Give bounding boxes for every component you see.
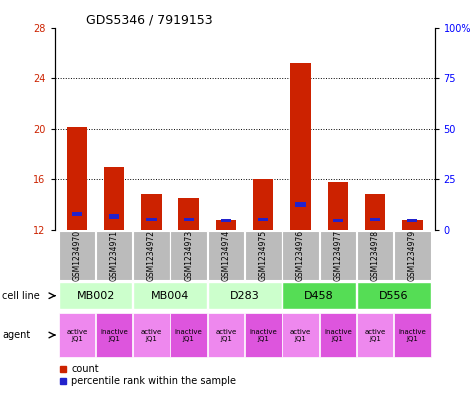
Text: GSM1234976: GSM1234976 bbox=[296, 230, 305, 281]
Text: D283: D283 bbox=[230, 291, 259, 301]
Text: MB002: MB002 bbox=[76, 291, 115, 301]
Bar bbox=[146, 217, 157, 221]
Bar bbox=[66, 127, 87, 230]
Bar bbox=[282, 282, 356, 309]
Text: GSM1234974: GSM1234974 bbox=[221, 230, 230, 281]
Text: inactive
JQ1: inactive JQ1 bbox=[249, 329, 277, 342]
Text: GSM1234977: GSM1234977 bbox=[333, 230, 342, 281]
Bar bbox=[365, 195, 385, 230]
Text: inactive
JQ1: inactive JQ1 bbox=[399, 329, 426, 342]
Bar bbox=[253, 179, 274, 230]
Bar bbox=[171, 313, 207, 357]
Text: GDS5346 / 7919153: GDS5346 / 7919153 bbox=[86, 14, 212, 27]
Bar bbox=[407, 219, 418, 222]
Bar bbox=[208, 313, 244, 357]
Bar bbox=[394, 231, 430, 280]
Bar bbox=[208, 231, 244, 280]
Text: GSM1234978: GSM1234978 bbox=[370, 230, 380, 281]
Bar bbox=[59, 282, 133, 309]
Text: GSM1234972: GSM1234972 bbox=[147, 230, 156, 281]
Bar bbox=[245, 313, 282, 357]
Text: active
JQ1: active JQ1 bbox=[66, 329, 87, 342]
Text: active
JQ1: active JQ1 bbox=[141, 329, 162, 342]
Bar bbox=[221, 219, 231, 222]
Text: GSM1234970: GSM1234970 bbox=[73, 230, 82, 281]
Bar bbox=[216, 220, 236, 230]
Legend: count, percentile rank within the sample: count, percentile rank within the sample bbox=[59, 364, 236, 386]
Bar bbox=[72, 211, 82, 216]
Text: D556: D556 bbox=[379, 291, 408, 301]
Bar bbox=[290, 63, 311, 230]
Bar bbox=[183, 217, 194, 221]
Bar bbox=[104, 167, 124, 230]
Bar bbox=[295, 202, 306, 207]
Bar bbox=[357, 282, 430, 309]
Bar bbox=[328, 182, 348, 230]
Text: GSM1234971: GSM1234971 bbox=[110, 230, 119, 281]
Bar bbox=[245, 231, 282, 280]
Text: D458: D458 bbox=[304, 291, 334, 301]
Bar bbox=[320, 231, 356, 280]
Text: active
JQ1: active JQ1 bbox=[290, 329, 311, 342]
Bar bbox=[357, 313, 393, 357]
Bar bbox=[402, 220, 423, 230]
Text: active
JQ1: active JQ1 bbox=[364, 329, 386, 342]
Bar bbox=[179, 198, 199, 230]
Bar bbox=[109, 215, 119, 219]
Text: cell line: cell line bbox=[2, 291, 40, 301]
Bar bbox=[282, 231, 319, 280]
Text: GSM1234979: GSM1234979 bbox=[408, 230, 417, 281]
Bar bbox=[357, 231, 393, 280]
Bar bbox=[59, 231, 95, 280]
Bar bbox=[394, 313, 430, 357]
Text: active
JQ1: active JQ1 bbox=[215, 329, 237, 342]
Bar bbox=[208, 282, 282, 309]
Bar bbox=[96, 231, 133, 280]
Bar bbox=[133, 282, 207, 309]
Text: inactive
JQ1: inactive JQ1 bbox=[100, 329, 128, 342]
Text: agent: agent bbox=[2, 330, 30, 340]
Text: GSM1234975: GSM1234975 bbox=[259, 230, 268, 281]
Bar bbox=[96, 313, 133, 357]
Bar bbox=[171, 231, 207, 280]
Bar bbox=[59, 313, 95, 357]
Bar bbox=[141, 195, 162, 230]
Text: MB004: MB004 bbox=[151, 291, 190, 301]
Bar bbox=[133, 313, 170, 357]
Text: inactive
JQ1: inactive JQ1 bbox=[175, 329, 203, 342]
Bar bbox=[258, 217, 268, 221]
Bar bbox=[282, 313, 319, 357]
Text: inactive
JQ1: inactive JQ1 bbox=[324, 329, 352, 342]
Text: GSM1234973: GSM1234973 bbox=[184, 230, 193, 281]
Bar bbox=[332, 219, 343, 222]
Bar bbox=[320, 313, 356, 357]
Bar bbox=[370, 217, 380, 221]
Bar bbox=[133, 231, 170, 280]
